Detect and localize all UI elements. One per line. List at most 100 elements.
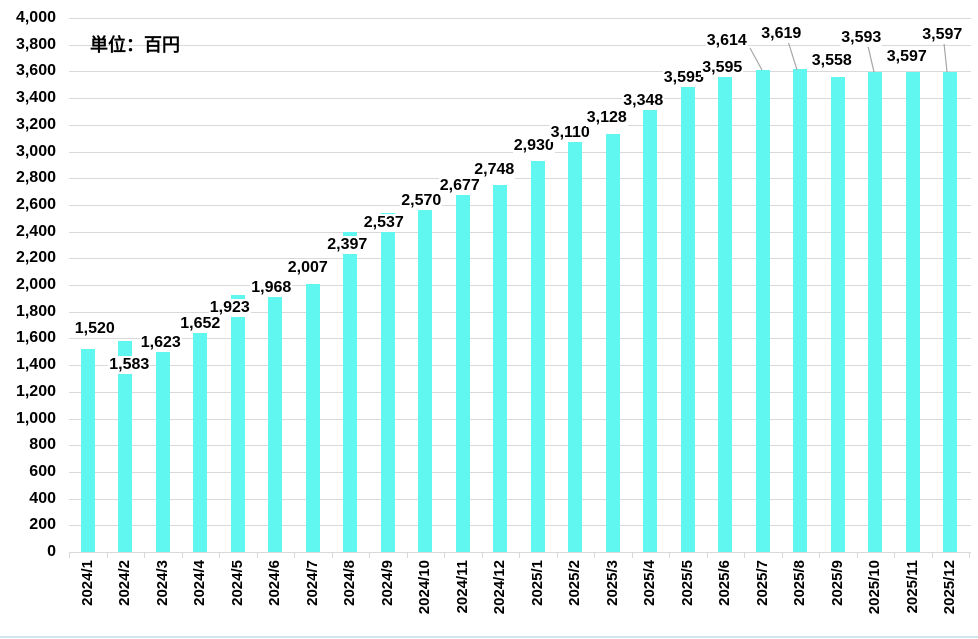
gridline <box>69 124 971 126</box>
bar-value-label: 3,597 <box>921 26 964 44</box>
x-axis-tick-mark <box>856 552 858 558</box>
x-axis-tick-label: 2025/11 <box>903 560 921 614</box>
bar-value-label: 3,128 <box>585 109 628 127</box>
y-axis-tick-label: 2,600 <box>15 195 56 213</box>
x-axis-tick-label: 2024/6 <box>266 560 284 606</box>
x-axis-tick-label: 2025/12 <box>941 560 959 615</box>
bar-value-label: 3,614 <box>705 32 748 50</box>
gridline <box>69 258 971 260</box>
x-axis-tick-mark <box>444 552 445 558</box>
leader-line <box>867 45 875 73</box>
y-axis-tick-label: 4,000 <box>15 9 56 26</box>
bar-value-label: 1,923 <box>208 299 251 317</box>
bar-value-label: 1,968 <box>250 279 293 297</box>
y-axis-tick-label: 3,200 <box>15 115 56 133</box>
x-axis-tick-label: 2024/5 <box>228 560 246 606</box>
y-axis-tick-label: 3,000 <box>15 142 56 160</box>
leader-line <box>943 42 948 73</box>
x-axis-tick-label: 2024/10 <box>416 560 434 615</box>
leader-line <box>749 47 763 71</box>
x-axis-tick-mark <box>369 552 370 558</box>
bar <box>530 160 545 552</box>
x-axis-tick-mark <box>556 552 558 558</box>
bar-value-label: 3,597 <box>885 48 928 66</box>
x-axis-tick-mark <box>969 552 970 558</box>
bar-value-label: 1,520 <box>73 320 116 338</box>
x-axis-tick-label: 2025/9 <box>828 560 846 606</box>
y-axis-tick-label: 1,000 <box>15 409 56 427</box>
x-axis-tick-mark <box>706 552 708 558</box>
x-axis-tick-mark <box>106 552 108 558</box>
gridline <box>69 338 971 340</box>
bar <box>380 213 395 552</box>
bar <box>118 340 133 552</box>
bar <box>943 71 958 552</box>
x-axis-tick-mark <box>69 552 70 558</box>
gridline <box>69 418 971 420</box>
bar <box>680 72 695 552</box>
bar <box>268 289 283 552</box>
bar-value-label: 2,570 <box>400 192 443 210</box>
bar <box>418 208 433 552</box>
bar-value-label: 2,007 <box>286 259 329 277</box>
bar <box>455 194 470 552</box>
bar-value-label: 2,930 <box>512 137 555 155</box>
x-axis-tick-label: 2024/7 <box>303 560 321 606</box>
bar <box>305 284 320 552</box>
x-axis-tick-mark <box>144 552 145 558</box>
gridline <box>69 178 971 180</box>
x-axis-tick-mark <box>819 552 820 558</box>
bar <box>868 72 883 552</box>
gridline <box>69 204 971 206</box>
gridline <box>69 311 971 313</box>
bar <box>80 349 95 552</box>
y-axis-tick-label: 2,000 <box>15 276 56 293</box>
y-axis-tick-label: 3,800 <box>15 35 56 53</box>
y-axis-tick-label: 400 <box>29 489 56 507</box>
x-axis-tick-mark <box>294 552 295 558</box>
gridline <box>69 525 971 527</box>
x-axis-tick-mark <box>669 552 670 558</box>
bar-value-label: 3,619 <box>760 25 803 43</box>
bar-value-label: 3,593 <box>840 29 883 47</box>
bar-value-label: 1,623 <box>139 334 182 352</box>
x-axis-tick-mark <box>406 552 408 558</box>
bar-value-label: 3,558 <box>810 52 853 70</box>
x-axis-tick-label: 2025/3 <box>603 560 621 606</box>
gridline <box>69 365 971 367</box>
x-axis-tick-label: 2025/8 <box>791 560 809 606</box>
bar-value-label: 3,348 <box>622 92 665 110</box>
x-axis-tick-label: 2025/4 <box>641 560 659 606</box>
x-axis-tick-label: 2025/5 <box>678 560 696 606</box>
x-axis-tick-label: 2024/1 <box>78 560 96 606</box>
bar-value-label: 2,677 <box>438 177 481 195</box>
bar <box>643 105 658 552</box>
y-axis-tick-label: 2,400 <box>15 222 56 240</box>
bar-value-label: 2,397 <box>326 236 369 254</box>
y-axis-tick-label: 1,800 <box>15 302 56 320</box>
bar <box>755 69 770 552</box>
y-axis-tick-label: 0 <box>47 543 56 560</box>
x-axis-tick-mark <box>894 552 895 558</box>
unit-label: 単位：百円 <box>90 35 180 55</box>
x-axis-tick-label: 2025/2 <box>566 560 584 606</box>
y-axis-tick-label: 2,800 <box>15 169 56 187</box>
gridline <box>69 98 971 100</box>
x-axis-tick-label: 2024/2 <box>116 560 134 606</box>
bar-value-label: 2,537 <box>362 214 405 232</box>
x-axis-tick-mark <box>744 552 745 558</box>
y-axis-tick-label: 3,400 <box>15 89 56 107</box>
bar <box>343 232 358 552</box>
x-axis-tick-mark <box>931 552 933 558</box>
bar <box>493 185 508 552</box>
bar <box>905 71 920 552</box>
x-axis-tick-label: 2025/10 <box>866 560 884 615</box>
gridline <box>69 44 971 46</box>
x-axis-tick-label: 2024/8 <box>341 560 359 606</box>
gridline <box>69 498 971 500</box>
bar-value-label: 3,110 <box>549 124 591 142</box>
